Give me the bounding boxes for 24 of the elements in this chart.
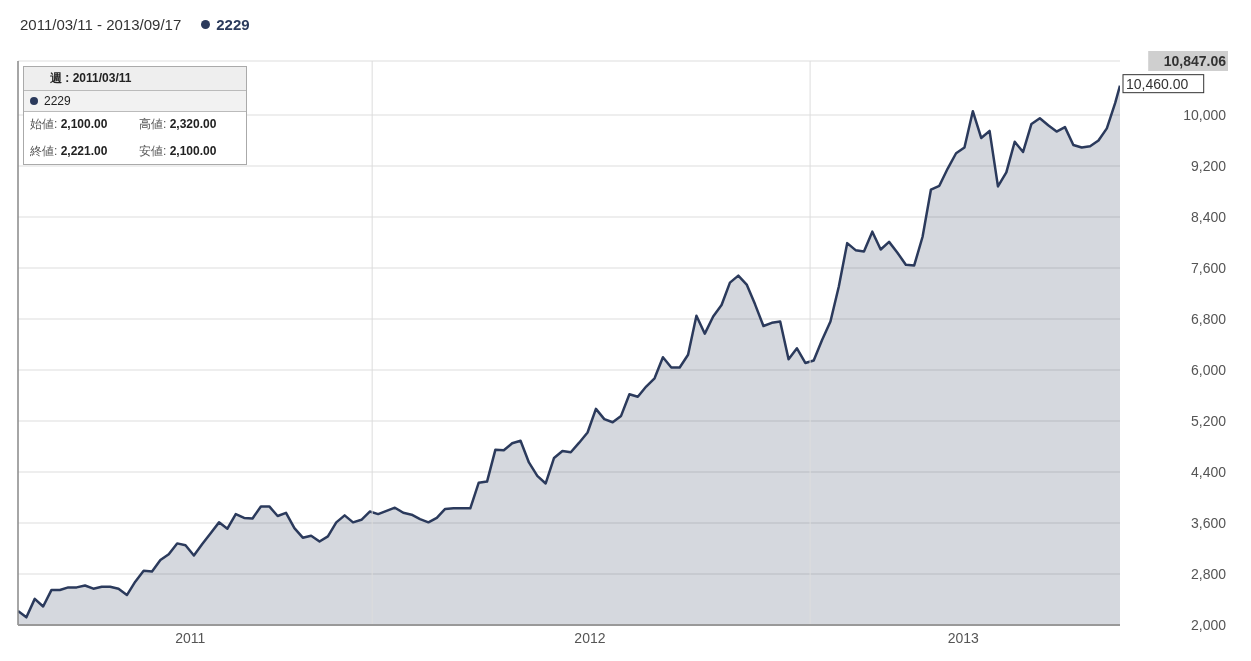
annotation: 10,460.00 — [1126, 75, 1189, 92]
annotation: 始値: 2,100.00 — [30, 117, 108, 131]
y-tick-label: 10,000 — [1183, 107, 1227, 123]
text: 2229 — [216, 16, 250, 33]
annotation: 週 : 2011/03/11 — [24, 67, 246, 91]
legend-label: 2229 — [43, 94, 71, 108]
x-tick-label: 2011 — [175, 629, 206, 646]
x-tick-label: 2013 — [947, 629, 980, 646]
y-tick-label: 10,847.06 — [1163, 53, 1227, 69]
annotation: 終値: 2,221.00 — [30, 144, 108, 158]
y-tick-label: 7,600 — [1190, 260, 1227, 276]
y-tick-label: 6,800 — [1190, 311, 1227, 327]
x-tick-label: 2012 — [574, 629, 606, 646]
annotation: 安値: 2,100.00 — [139, 144, 217, 158]
y-tick-label: 3,600 — [1190, 515, 1227, 531]
y-tick-label: 8,400 — [1190, 209, 1227, 225]
y-tick-label: 6,000 — [1190, 362, 1227, 378]
y-tick-label: 5,200 — [1190, 413, 1227, 429]
annotation: 高値: 2,320.00 — [139, 117, 217, 131]
chart-subtitle: 2011/03/11 - 2013/09/17 — [20, 16, 182, 33]
y-tick-label: 2,000 — [1190, 617, 1227, 633]
y-tick-label: 9,200 — [1190, 158, 1227, 174]
y-tick-label: 2,800 — [1190, 566, 1227, 582]
y-tick-label: 4,400 — [1190, 464, 1227, 480]
